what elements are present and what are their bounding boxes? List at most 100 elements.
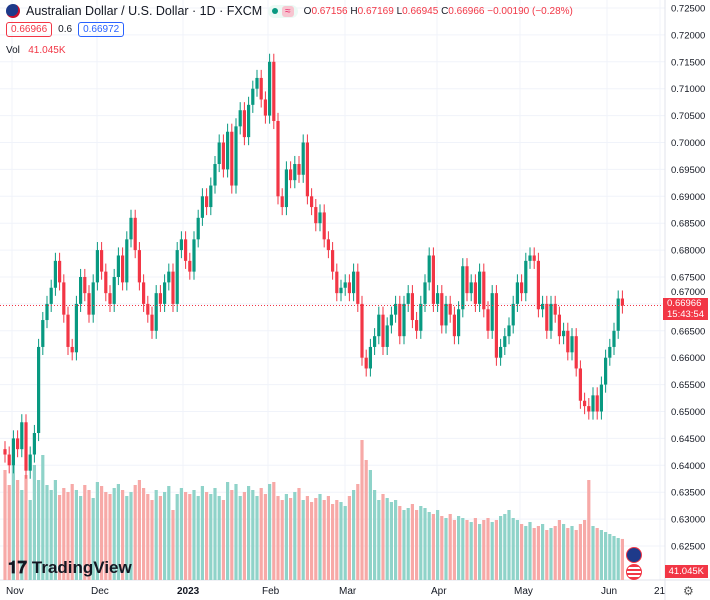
candle-body: [473, 282, 477, 304]
candle-body: [385, 325, 389, 347]
candle-body: [280, 196, 284, 208]
volume-bar: [167, 486, 171, 580]
delayed-icon: ≈: [282, 5, 294, 17]
candle-body: [16, 438, 20, 450]
volume-bar: [205, 492, 209, 580]
volume-bar: [91, 498, 95, 580]
candle-body: [331, 250, 335, 272]
symbol-title[interactable]: Australian Dollar / U.S. Dollar · 1D · F…: [26, 4, 263, 18]
volume-bar: [28, 500, 32, 580]
volume-bar: [507, 510, 511, 580]
volume-bar: [49, 490, 53, 580]
candle-body: [247, 104, 251, 138]
volume-bar: [24, 475, 28, 580]
volume-legend: Vol 41.045K: [6, 45, 66, 56]
candle-body: [66, 314, 70, 347]
candle-body: [221, 142, 225, 170]
volume-bar: [490, 522, 494, 580]
candle-body: [175, 250, 179, 304]
candle-body: [356, 271, 360, 304]
candle-body: [444, 303, 448, 326]
volume-bar: [158, 496, 162, 580]
volume-bar: [566, 528, 570, 580]
candle-body: [536, 260, 540, 310]
candle-body: [557, 314, 561, 337]
candle-body: [364, 357, 368, 369]
candle-body: [301, 142, 305, 175]
usd-flag-icon[interactable]: [626, 564, 642, 580]
volume-bar: [415, 510, 419, 580]
candle-body: [284, 169, 288, 208]
volume-bar: [532, 528, 536, 580]
volume-bar: [146, 494, 150, 580]
candle-body: [28, 454, 32, 471]
volume-bar: [339, 502, 343, 580]
candle-body: [553, 303, 557, 315]
candle-body: [230, 131, 234, 186]
volume-bar: [515, 520, 519, 580]
volume-bar: [457, 516, 461, 580]
volume-bar: [322, 500, 326, 580]
y-tick-label: 0.72000: [671, 30, 705, 41]
sell-button[interactable]: 0.66966: [6, 22, 53, 37]
volume-bar: [79, 496, 83, 580]
candle-body: [373, 336, 377, 347]
candle-body: [620, 298, 624, 306]
candle-body: [87, 293, 91, 315]
volume-bar: [570, 526, 574, 580]
volume-bar: [129, 492, 133, 580]
volume-bar: [133, 485, 137, 580]
candle-body: [436, 293, 440, 304]
volume-bar: [255, 496, 259, 580]
volume-bar: [343, 506, 347, 580]
volume-bar: [549, 528, 553, 580]
candle-body: [461, 266, 465, 310]
candle-body: [402, 303, 406, 337]
candle-body: [58, 260, 62, 283]
candle-body: [322, 212, 326, 240]
volume-bar: [419, 506, 423, 580]
volume-bar: [373, 490, 377, 580]
tradingview-logo[interactable]: 𝟏𝟕 TradingView: [8, 558, 132, 577]
y-tick-label: 0.69500: [671, 165, 705, 176]
volume-bar: [616, 538, 620, 580]
candle-body: [515, 282, 519, 304]
volume-bar: [226, 482, 230, 580]
volume-bar: [179, 488, 183, 580]
ohlc-values: O0.67156 H0.67169 L0.66945 C0.66966 −0.0…: [303, 5, 573, 17]
x-tick-label: Dec: [91, 586, 109, 597]
x-tick-label: 2023: [177, 586, 200, 597]
candle-body: [272, 61, 276, 121]
market-status[interactable]: ≈: [268, 4, 298, 18]
volume-bar: [431, 514, 435, 580]
candle-body: [347, 282, 351, 294]
candle-body: [465, 266, 469, 294]
candle-body: [184, 239, 188, 261]
volume-bar: [284, 494, 288, 580]
volume-bar: [213, 488, 217, 580]
candle-body: [53, 260, 57, 288]
volume-bar: [604, 532, 608, 580]
volume-bar: [381, 494, 385, 580]
candle-body: [326, 239, 330, 251]
volume-bar: [427, 512, 431, 580]
volume-bar: [293, 492, 297, 580]
x-tick-label: Apr: [431, 586, 447, 597]
aud-flag-icon[interactable]: [626, 547, 642, 563]
candle-body: [213, 164, 217, 186]
candle-body: [251, 88, 255, 105]
volume-bar: [175, 494, 179, 580]
candle-body: [570, 336, 574, 353]
volume-bar: [184, 492, 188, 580]
y-tick-label: 0.65500: [671, 380, 705, 391]
buy-button[interactable]: 0.66972: [78, 22, 125, 37]
candle-body: [410, 293, 414, 321]
volume-bar: [423, 508, 427, 580]
candle-body: [478, 271, 482, 304]
candle-body: [70, 346, 74, 353]
settings-gear-icon[interactable]: ⚙: [683, 584, 694, 598]
volume-bar: [385, 498, 389, 580]
volume-bar: [171, 510, 175, 580]
volume-bar: [305, 496, 309, 580]
